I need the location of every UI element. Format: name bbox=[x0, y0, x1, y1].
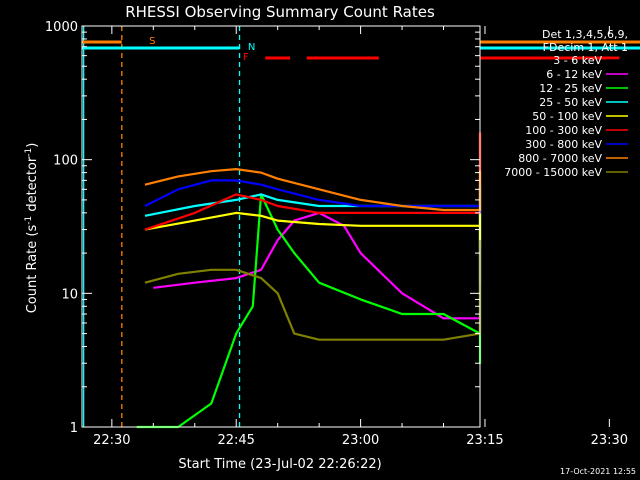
legend-entry-4: 50 - 100 keV bbox=[532, 110, 602, 123]
legend-entry-0: 3 - 6 keV bbox=[553, 54, 602, 67]
x-tick-label-4: 23:30 bbox=[591, 433, 628, 448]
flag-label-n: N bbox=[248, 42, 255, 53]
y-tick-label-1: 10 bbox=[61, 287, 78, 302]
legend-entry-3: 25 - 50 keV bbox=[539, 96, 602, 109]
axes: 22:3022:4523:0023:1523:3023:4500:0011010… bbox=[45, 20, 628, 448]
legend-entry-6: 300 - 800 keV bbox=[525, 138, 602, 151]
flag-label-s: S bbox=[149, 36, 155, 47]
legend-entry-5: 100 - 300 keV bbox=[525, 124, 602, 137]
timestamp: 17-Oct-2021 12:55 bbox=[560, 467, 636, 476]
y-tick-label-0: 1 bbox=[70, 421, 78, 436]
legend-entry-2: 12 - 25 keV bbox=[539, 82, 602, 95]
legend: Det 1,3,4,5,6,9,FDecim 1, Att 13 - 6 keV… bbox=[504, 28, 628, 179]
x-tick-label-0: 22:30 bbox=[93, 433, 130, 448]
legend-entry-1: 6 - 12 keV bbox=[546, 68, 602, 81]
chart-title: RHESSI Observing Summary Count Rates bbox=[125, 3, 435, 21]
legend-header-0: Det 1,3,4,5,6,9, bbox=[542, 28, 628, 41]
legend-header-1: FDecim 1, Att 1 bbox=[543, 41, 628, 54]
x-axis-label: Start Time (23-Jul-02 22:26:22) bbox=[178, 457, 381, 472]
y-tick-label-2: 100 bbox=[53, 154, 78, 169]
legend-entry-8: 7000 - 15000 keV bbox=[504, 166, 602, 179]
y-axis-label: Count Rate (s-1 detector-1) bbox=[24, 143, 40, 314]
y-tick-label-3: 1000 bbox=[45, 20, 78, 35]
legend-entry-7: 800 - 7000 keV bbox=[518, 152, 602, 165]
flag-label-f: F bbox=[243, 52, 249, 63]
plot-frame bbox=[81, 25, 481, 428]
x-tick-label-3: 23:15 bbox=[466, 433, 503, 448]
x-tick-label-1: 22:45 bbox=[217, 433, 254, 448]
x-tick-label-2: 23:00 bbox=[342, 433, 379, 448]
